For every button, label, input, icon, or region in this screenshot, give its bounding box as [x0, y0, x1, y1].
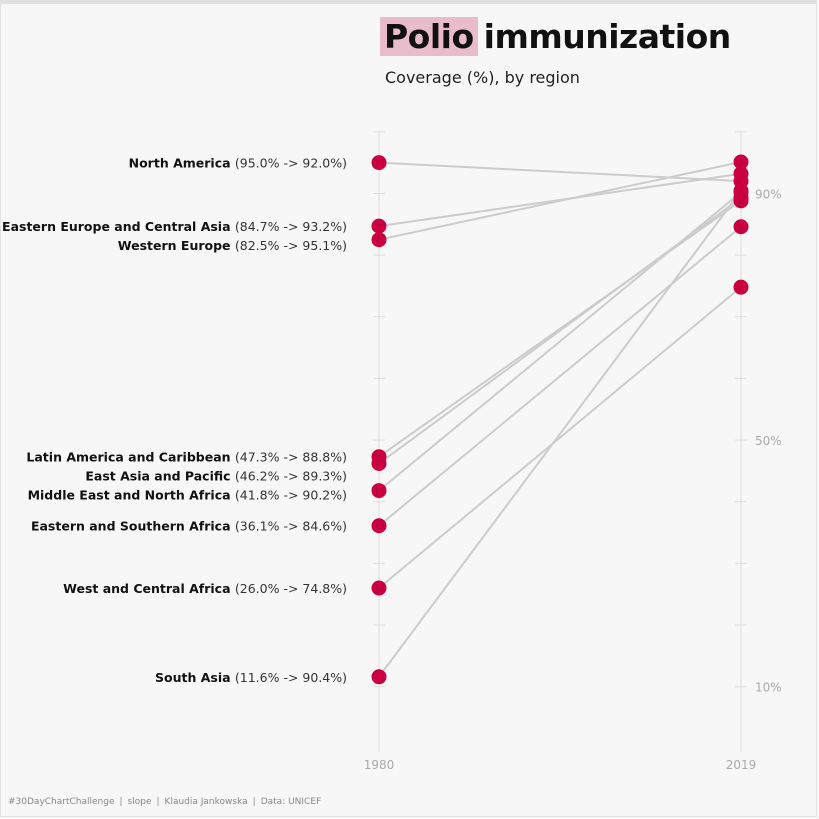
dot-1980: [371, 218, 387, 234]
region-label: South Asia (11.6% -> 90.4%): [155, 670, 347, 685]
region-name: Eastern and Southern Africa: [31, 519, 235, 534]
chart-subtitle: Coverage (%), by region: [385, 68, 580, 87]
footer-item-source: Data: UNICEF: [260, 797, 322, 807]
dot-1980: [371, 155, 387, 171]
footer-caption: #30DayChartChallenge | slope | Klaudia Janko…: [8, 797, 321, 807]
region-range: (26.0% -> 74.8%): [235, 581, 347, 596]
region-name: South Asia: [155, 670, 235, 685]
dot-2019: [733, 154, 749, 170]
y-tick-label: 10%: [755, 681, 782, 695]
dot-1980: [371, 580, 387, 596]
footer-separator: |: [252, 797, 256, 807]
region-name: Western Europe: [118, 238, 235, 253]
chart-title: Polio immunization: [380, 17, 731, 56]
region-name: North America: [129, 156, 235, 171]
region-name: East Asia and Pacific: [85, 469, 235, 484]
slope-line: [378, 161, 742, 183]
dot-2019: [733, 166, 749, 182]
title-highlight: Polio: [380, 17, 478, 56]
dot-1980: [371, 669, 387, 685]
region-name: West and Central Africa: [63, 581, 235, 596]
region-range: (41.8% -> 90.2%): [235, 488, 347, 503]
slope-line: [378, 225, 742, 527]
slope-line: [378, 286, 742, 590]
dot-2019: [733, 279, 749, 295]
region-label: Middle East and North Africa (41.8% -> 9…: [28, 488, 347, 503]
region-range: (36.1% -> 84.6%): [235, 519, 347, 534]
x-axis-label: 1980: [364, 758, 395, 772]
region-name: Latin America and Caribbean: [26, 450, 234, 465]
region-range: (46.2% -> 89.3%): [235, 469, 347, 484]
slope-line: [378, 161, 742, 241]
x-axis-label: 2019: [726, 758, 757, 772]
title-rest: immunization: [483, 17, 732, 56]
footer-item-hashtag: #30DayChartChallenge: [8, 797, 115, 807]
region-range: (95.0% -> 92.0%): [235, 156, 347, 171]
region-name: Middle East and North Africa: [28, 488, 235, 503]
region-label: West and Central Africa (26.0% -> 74.8%): [63, 581, 347, 596]
region-range: (47.3% -> 88.8%): [235, 450, 347, 465]
slope-line: [378, 189, 742, 678]
slope-line: [378, 199, 742, 458]
footer-separator: |: [119, 797, 123, 807]
region-label: Eastern Europe and Central Asia (84.7% -…: [2, 219, 347, 234]
dot-1980: [371, 455, 387, 471]
dot-2019: [733, 219, 749, 235]
region-label: East Asia and Pacific (46.2% -> 89.3%): [85, 469, 347, 484]
footer-item-author: Klaudia Jankowska: [164, 797, 248, 807]
region-label: Latin America and Caribbean (47.3% -> 88…: [26, 450, 347, 465]
y-tick-label: 90%: [755, 187, 782, 201]
dot-2019: [733, 183, 749, 199]
slope-line: [378, 191, 742, 492]
region-name: Eastern Europe and Central Asia: [2, 219, 235, 234]
footer-item-type: slope: [127, 797, 152, 807]
region-label: Western Europe (82.5% -> 95.1%): [118, 238, 347, 253]
region-range: (84.7% -> 93.2%): [235, 219, 347, 234]
dot-1980: [371, 518, 387, 534]
dot-1980: [371, 483, 387, 499]
region-label: Eastern and Southern Africa (36.1% -> 84…: [31, 519, 347, 534]
dot-1980: [371, 232, 387, 248]
region-range: (11.6% -> 90.4%): [235, 670, 347, 685]
footer-separator: |: [156, 797, 160, 807]
region-range: (82.5% -> 95.1%): [235, 238, 347, 253]
region-label: North America (95.0% -> 92.0%): [129, 156, 347, 171]
y-tick-label: 50%: [755, 434, 782, 448]
